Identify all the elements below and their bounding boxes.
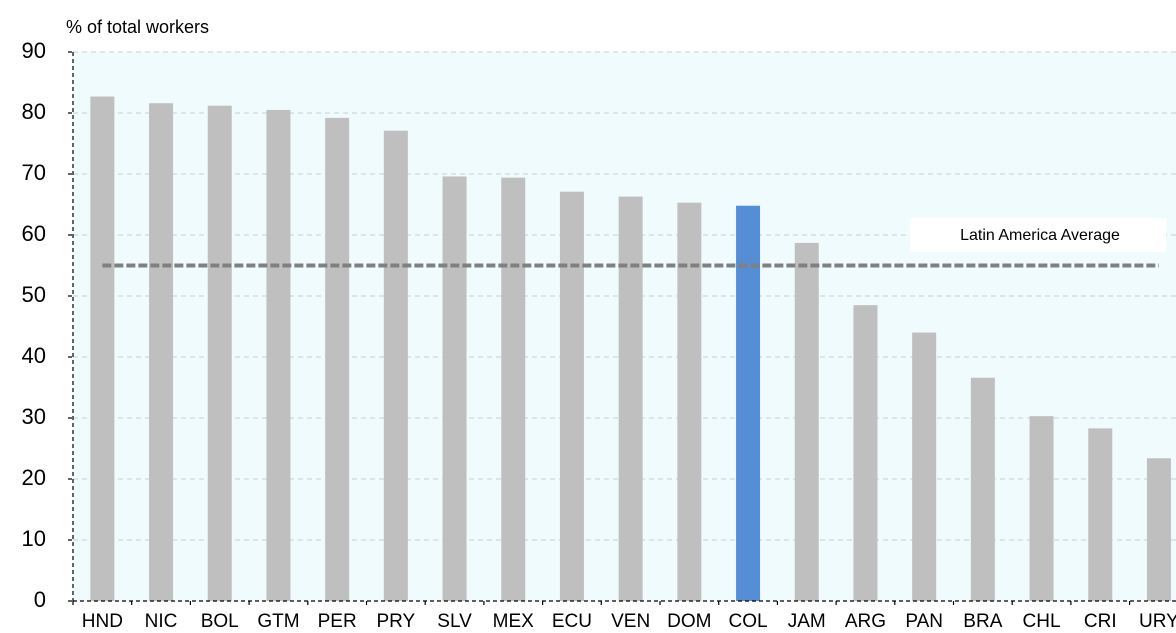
bar	[325, 117, 350, 601]
x-tick-label: SLV	[437, 611, 472, 632]
y-tick-label: 70	[22, 160, 46, 185]
bar	[1088, 428, 1113, 601]
bar	[442, 176, 467, 601]
bar	[559, 191, 584, 601]
bar	[1029, 416, 1054, 601]
bar	[618, 196, 643, 601]
y-tick-label: 60	[22, 221, 46, 246]
x-tick-label: CHL	[1023, 611, 1061, 632]
bar	[736, 205, 761, 601]
x-tick-label: COL	[729, 611, 768, 632]
x-tick-label: CRI	[1084, 611, 1117, 632]
bar	[266, 109, 291, 601]
x-tick-label: VEN	[611, 611, 650, 632]
bar	[794, 242, 819, 601]
y-axis-label: % of total workers	[66, 17, 209, 37]
bar	[149, 103, 174, 602]
x-tick-label: NIC	[145, 611, 178, 632]
y-tick-label: 50	[22, 282, 46, 307]
x-tick-label: ECU	[552, 611, 592, 632]
y-tick-label: 0	[34, 587, 46, 612]
bar	[207, 105, 232, 602]
x-tick-label: PRY	[376, 611, 415, 632]
y-tick-label: 10	[22, 526, 46, 551]
x-tick-label: ARG	[845, 611, 886, 632]
y-tick-label: 90	[22, 38, 46, 63]
x-tick-label: PER	[318, 611, 357, 632]
x-tick-label: PAN	[905, 611, 943, 632]
bar	[970, 377, 995, 601]
bar	[677, 202, 702, 602]
x-tick-label: GTM	[257, 611, 299, 632]
y-tick-label: 30	[22, 404, 46, 429]
x-tick-label: BOL	[201, 611, 239, 632]
bar	[912, 332, 937, 601]
bar	[501, 177, 526, 601]
x-tick-label: HND	[82, 611, 123, 632]
x-tick-label: JAM	[788, 611, 826, 632]
bar	[1146, 458, 1171, 601]
y-tick-label: 40	[22, 343, 46, 368]
reference-label: Latin America Average	[960, 227, 1120, 244]
x-tick-label: DOM	[667, 611, 711, 632]
x-tick-label: URY	[1139, 611, 1176, 632]
bar	[853, 305, 878, 601]
bar	[383, 130, 408, 601]
y-tick-label: 20	[22, 465, 46, 490]
x-tick-label: MEX	[493, 611, 535, 632]
reference-label-box	[910, 218, 1166, 252]
bar	[90, 96, 115, 601]
x-tick-label: BRA	[963, 611, 1002, 632]
y-tick-label: 80	[22, 99, 46, 124]
